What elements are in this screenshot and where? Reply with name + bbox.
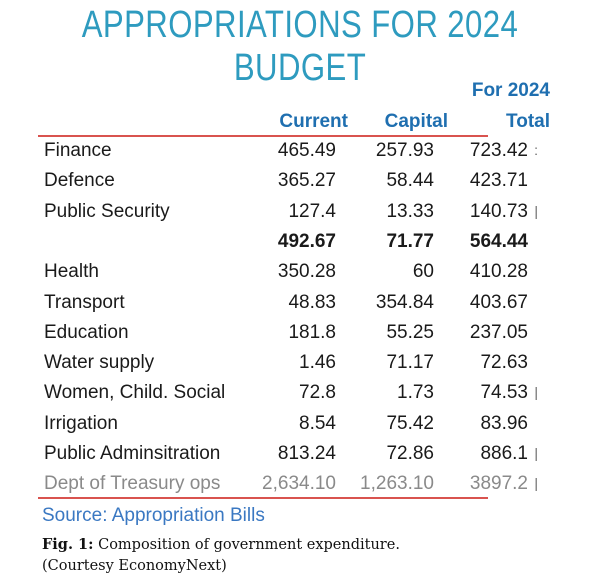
column-header-capital: Capital — [384, 111, 448, 132]
table-row: Women, Child. Social 72.8 1.73 74.53 | — [44, 382, 564, 412]
header-divider — [38, 135, 488, 137]
table-row: Irrigation 8.54 75.42 83.96 — [44, 413, 564, 443]
figure-caption: Fig. 1: Composition of government expend… — [42, 536, 400, 553]
cell-total: 423.71 — [469, 170, 528, 192]
cell-total: 723.42 — [469, 140, 528, 161]
table-row: Water supply 1.46 71.17 72.63 — [44, 352, 564, 382]
cell-current: 2,634.10 — [262, 473, 336, 495]
cell-total: 886.1 — [480, 443, 528, 464]
cell-capital: 58.44 — [386, 170, 434, 192]
cell-capital: 71.77 — [386, 230, 434, 252]
cell-current: 492.67 — [277, 230, 336, 252]
table-row: Transport 48.83 354.84 403.67 — [44, 292, 564, 322]
cell-capital: 71.17 — [386, 352, 434, 374]
cell-current: 181.8 — [288, 321, 336, 343]
cell-capital: 1.73 — [397, 382, 434, 404]
cell-total: 74.53 — [480, 382, 528, 404]
row-label: Education — [44, 321, 129, 343]
cell-capital: 257.93 — [375, 140, 434, 161]
cell-capital: 75.42 — [386, 412, 434, 434]
cropped-mark: | — [534, 202, 538, 219]
cell-total: 403.67 — [469, 291, 528, 313]
row-label: Irrigation — [44, 412, 118, 434]
cell-current: 8.54 — [299, 412, 336, 434]
cell-total: 83.96 — [480, 412, 528, 434]
cell-total: 410.28 — [469, 261, 528, 283]
table-row: Public Adminsitration 813.24 72.86 886.1 | — [44, 443, 564, 473]
table-row: Education 181.8 55.25 237.05 — [44, 322, 564, 352]
cell-current: 48.83 — [288, 291, 336, 313]
table-row: Defence 365.27 58.44 423.71 — [44, 170, 564, 200]
table-row: Public Security 127.4 13.33 140.73 | — [44, 201, 564, 231]
column-header-total: Total — [506, 111, 550, 132]
cropped-mark: | — [534, 475, 538, 492]
cell-current: 365.27 — [277, 170, 336, 192]
cell-capital: 55.25 — [386, 321, 434, 343]
table-row: Health 350.28 60 410.28 — [44, 261, 564, 291]
row-label: Public Adminsitration — [44, 443, 221, 464]
row-label: Women, Child. Social — [44, 382, 226, 404]
cell-current: 1.46 — [299, 352, 336, 374]
cell-capital: 72.86 — [386, 443, 434, 464]
cell-total: 237.05 — [469, 321, 528, 343]
column-header-current: Current — [279, 111, 348, 132]
cropped-mark: | — [534, 384, 538, 401]
figure-label: Fig. 1: — [42, 536, 94, 553]
cell-current: 350.28 — [277, 261, 336, 283]
row-label: Defence — [44, 170, 115, 192]
courtesy-note: (Courtesy EconomyNext) — [42, 558, 227, 574]
cell-total: 72.63 — [480, 352, 528, 374]
row-label: Water supply — [44, 352, 155, 374]
cell-current: 813.24 — [277, 443, 336, 464]
source-note: Source: Appropriation Bills — [42, 505, 265, 526]
row-label: Finance — [44, 140, 112, 161]
cell-capital: 1,263.10 — [360, 473, 434, 495]
table-row: Finance 465.49 257.93 723.42: — [44, 140, 564, 170]
row-label: Transport — [44, 291, 125, 313]
row-label: Health — [44, 261, 99, 283]
cell-total: 564.44 — [469, 230, 528, 252]
cell-current: 465.49 — [277, 140, 336, 161]
row-label: Dept of Treasury ops — [44, 473, 221, 495]
cell-capital: 13.33 — [386, 200, 434, 222]
footer-divider — [38, 497, 488, 499]
table-row: 492.67 71.77 564.44 — [44, 231, 564, 261]
cell-current: 72.8 — [299, 382, 336, 404]
cropped-mark: | — [534, 445, 538, 461]
figure-caption-text: Composition of government expenditure. — [93, 537, 400, 553]
cell-capital: 60 — [412, 261, 434, 283]
group-header: For 2024 — [471, 80, 550, 101]
cell-capital: 354.84 — [375, 291, 434, 313]
cell-current: 127.4 — [288, 200, 336, 222]
row-label: Public Security — [44, 200, 170, 222]
cell-total: 140.73 — [469, 200, 528, 222]
page-title: APPROPRIATIONS FOR 2024 BUDGET — [81, 4, 519, 89]
table-row: Dept of Treasury ops 2,634.10 1,263.10 3897… — [44, 473, 564, 503]
cropped-mark: : — [534, 142, 538, 158]
cell-total: 3897.2 — [469, 473, 528, 495]
